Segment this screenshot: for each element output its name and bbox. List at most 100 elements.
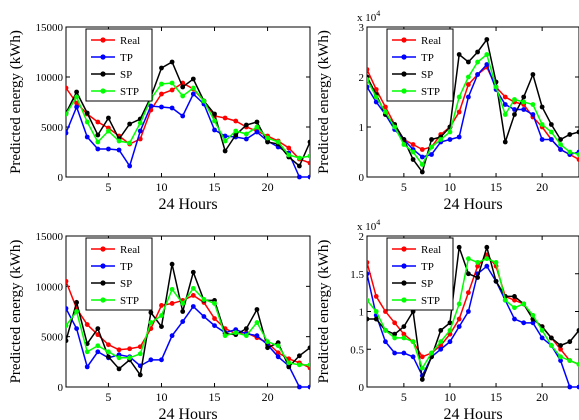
legend-label: Real (120, 35, 140, 47)
legend-label: STP (120, 295, 139, 307)
data-point-stp (286, 152, 292, 158)
data-point-tp (373, 99, 379, 105)
data-point-sp (419, 377, 425, 382)
y-tick-label: 15000 (36, 231, 64, 243)
data-point-tp (307, 384, 310, 390)
data-point-tp (438, 346, 444, 352)
data-point-sp (148, 310, 154, 315)
data-point-tp (447, 137, 453, 142)
data-point-sp (447, 320, 453, 326)
data-point-stp (159, 81, 164, 87)
data-point-tp (539, 137, 545, 142)
data-point-stp (530, 312, 536, 318)
data-point-stp (275, 343, 281, 349)
data-point-stp (84, 349, 90, 355)
data-point-stp (180, 93, 186, 99)
data-point-sp (401, 324, 407, 329)
data-point-real (137, 136, 143, 142)
series-group (66, 59, 310, 180)
data-point-tp (521, 320, 527, 326)
data-point-stp (548, 343, 554, 348)
legend-label: Real (120, 244, 140, 256)
data-point-stp (419, 162, 425, 167)
data-point-sp (502, 139, 508, 145)
data-point-stp (296, 362, 302, 368)
data-point-stp (530, 102, 536, 107)
data-point-sp (530, 72, 536, 77)
data-point-tp (243, 136, 249, 142)
data-point-tp (521, 107, 527, 112)
data-point-stp (447, 129, 453, 135)
data-point-stp (222, 138, 228, 144)
data-point-stp (373, 309, 379, 314)
data-point-sp (233, 132, 239, 138)
data-point-stp (243, 333, 249, 339)
x-axis-label: 24 Hours (158, 406, 217, 420)
data-point-sp (576, 129, 579, 135)
data-point-stp (169, 80, 175, 86)
data-point-sp (265, 139, 270, 145)
data-point-stp (66, 111, 69, 117)
data-point-sp (548, 335, 554, 341)
legend-marker (100, 280, 106, 286)
data-point-sp (548, 122, 554, 127)
data-point-sp (367, 316, 370, 322)
x-tick-label: 20 (536, 180, 548, 194)
data-point-stp (137, 351, 143, 357)
data-point-stp (127, 140, 133, 146)
data-point-tp (512, 316, 517, 322)
data-point-stp (502, 297, 508, 303)
data-point-real (116, 347, 122, 353)
data-point-stp (429, 144, 434, 150)
data-point-real (286, 145, 292, 151)
data-point-sp (296, 163, 302, 169)
data-point-stp (539, 122, 545, 127)
legend-box (386, 237, 454, 311)
data-point-stp (401, 335, 407, 341)
data-point-real (233, 118, 239, 124)
chart-panel-1: 5 10 15 20 0 5000 10000 15000 24 Hours Predicted … (8, 22, 311, 213)
data-point-stp (548, 129, 554, 135)
data-point-real (367, 67, 370, 72)
data-point-tp (148, 103, 154, 109)
data-point-sp (558, 343, 563, 348)
data-point-stp (243, 131, 249, 137)
data-point-real (95, 119, 101, 125)
plot-frame (366, 26, 579, 178)
data-point-stp (66, 323, 69, 328)
legend-marker (401, 263, 407, 269)
data-point-stp (254, 124, 260, 130)
data-point-stp (502, 112, 508, 117)
x-tick-label: 10 (444, 390, 456, 404)
data-point-stp (74, 309, 80, 314)
data-point-stp (265, 135, 270, 141)
data-point-sp (438, 327, 444, 333)
data-point-stp (116, 355, 122, 361)
data-point-sp (307, 345, 310, 351)
data-point-tp (137, 128, 143, 134)
x-tick-label: 5 (105, 390, 111, 404)
data-point-stp (367, 297, 370, 303)
data-point-tp (169, 333, 175, 339)
data-point-stp (465, 74, 471, 80)
legend-marker (100, 54, 106, 60)
data-point-stp (190, 285, 196, 291)
data-point-sp (373, 316, 379, 322)
legend-label: TP (421, 52, 434, 64)
data-point-real (419, 354, 425, 360)
data-point-sp (512, 112, 517, 117)
x-tick-label: 20 (536, 390, 548, 404)
series-line-tp (66, 92, 310, 178)
data-point-stp (410, 149, 416, 155)
data-point-sp (475, 275, 481, 280)
data-point-stp (576, 361, 579, 367)
data-point-real (392, 320, 398, 326)
data-point-tp (84, 134, 90, 140)
data-point-stp (222, 333, 228, 339)
data-point-sp (169, 59, 175, 65)
data-point-stp (493, 260, 499, 265)
data-point-sp (419, 169, 425, 175)
data-point-real (159, 91, 164, 97)
legend-marker (100, 263, 106, 269)
